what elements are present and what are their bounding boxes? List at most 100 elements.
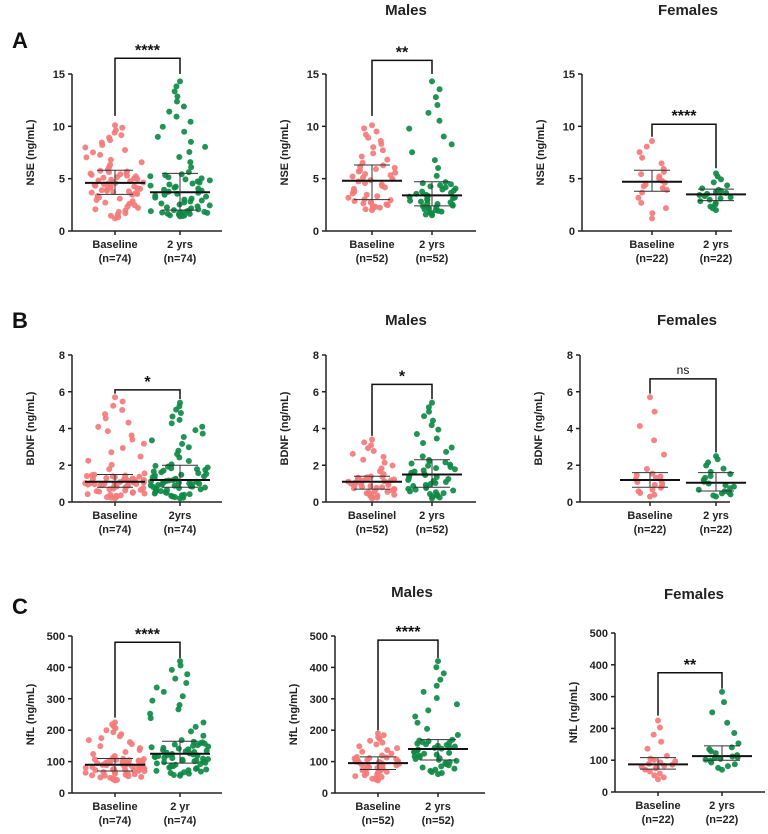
data-point bbox=[453, 701, 460, 708]
data-point bbox=[374, 193, 381, 200]
data-point bbox=[186, 491, 193, 498]
data-point bbox=[636, 149, 643, 156]
data-point bbox=[372, 166, 379, 173]
data-point bbox=[187, 138, 194, 145]
data-point bbox=[201, 208, 208, 215]
data-point bbox=[433, 435, 440, 442]
data-point bbox=[172, 761, 179, 768]
data-point bbox=[709, 709, 716, 716]
data-point bbox=[197, 768, 204, 775]
significance-label: **** bbox=[672, 108, 698, 125]
data-point bbox=[384, 488, 391, 495]
data-point bbox=[176, 154, 183, 161]
category-n-label: (n=22) bbox=[706, 814, 739, 826]
data-point bbox=[376, 204, 383, 211]
data-point bbox=[710, 179, 717, 186]
y-tick-label: 100 bbox=[310, 757, 328, 769]
data-point bbox=[360, 456, 367, 463]
data-point bbox=[98, 139, 105, 146]
y-tick-label: 15 bbox=[307, 69, 319, 81]
data-point bbox=[440, 490, 447, 497]
data-point bbox=[185, 444, 192, 451]
y-tick-label: 6 bbox=[567, 387, 573, 399]
y-tick-label: 400 bbox=[310, 662, 328, 674]
data-point bbox=[410, 483, 417, 490]
y-tick-label: 8 bbox=[567, 350, 573, 362]
data-point bbox=[126, 739, 133, 746]
data-point bbox=[368, 442, 375, 449]
data-point bbox=[136, 473, 143, 480]
y-tick-label: 100 bbox=[47, 757, 65, 769]
y-axis-label: NfL (ng/mL) bbox=[568, 681, 580, 743]
data-point bbox=[351, 198, 358, 205]
data-point bbox=[153, 760, 160, 767]
data-point bbox=[82, 144, 89, 151]
data-point bbox=[119, 445, 126, 452]
data-point bbox=[653, 764, 660, 771]
y-tick-label: 2 bbox=[59, 460, 65, 472]
data-point bbox=[365, 489, 372, 496]
data-point bbox=[389, 462, 396, 469]
category-label: Baseline bbox=[349, 239, 394, 251]
data-point bbox=[724, 763, 731, 770]
data-point bbox=[420, 203, 427, 210]
data-point bbox=[178, 471, 185, 478]
category-n-label: (n=74) bbox=[164, 253, 197, 265]
data-point bbox=[651, 408, 658, 415]
dots-baseline bbox=[345, 122, 399, 214]
data-point bbox=[167, 769, 174, 776]
dots-followup bbox=[696, 170, 734, 214]
y-tick-label: 200 bbox=[590, 723, 608, 735]
data-point bbox=[183, 680, 190, 687]
category-n-label: (n=74) bbox=[164, 815, 197, 827]
category-label: 2 yrs bbox=[703, 239, 729, 251]
data-point bbox=[353, 754, 360, 761]
data-point bbox=[97, 743, 104, 750]
data-point bbox=[695, 486, 702, 493]
data-point bbox=[643, 466, 650, 473]
data-point bbox=[383, 201, 390, 208]
data-point bbox=[422, 482, 429, 489]
data-point bbox=[166, 181, 173, 188]
data-point bbox=[138, 159, 145, 166]
significance-label: ** bbox=[684, 657, 697, 674]
data-point bbox=[642, 181, 649, 188]
data-point bbox=[638, 171, 645, 178]
data-point bbox=[164, 210, 171, 217]
data-point bbox=[152, 462, 159, 469]
data-point bbox=[427, 183, 434, 190]
panel-letter: B bbox=[12, 308, 28, 333]
panel-title: Females bbox=[664, 586, 724, 603]
y-tick-label: 10 bbox=[563, 121, 575, 133]
category-n-label: (n=74) bbox=[164, 524, 197, 536]
data-point bbox=[161, 186, 168, 193]
y-tick-label: 400 bbox=[47, 662, 65, 674]
data-point bbox=[129, 475, 136, 482]
data-point bbox=[419, 453, 426, 460]
data-point bbox=[193, 765, 200, 772]
dots-followup bbox=[147, 399, 211, 502]
data-point bbox=[383, 754, 390, 761]
data-point bbox=[414, 719, 421, 726]
data-point bbox=[651, 437, 658, 444]
data-point bbox=[181, 196, 188, 203]
data-point bbox=[727, 194, 734, 201]
data-point bbox=[193, 757, 200, 764]
panel-4: B 0 2 4 6 8 BDNF (ng/mL) Baseline (n=74) 2yrs (n=7… bbox=[12, 308, 222, 536]
data-point bbox=[712, 750, 719, 757]
data-point bbox=[362, 131, 369, 138]
data-point bbox=[161, 759, 168, 766]
data-point bbox=[203, 766, 210, 773]
y-axis-label: NSE (ng/mL) bbox=[25, 119, 37, 185]
data-point bbox=[378, 773, 385, 780]
data-point bbox=[735, 740, 742, 747]
data-point bbox=[188, 164, 195, 171]
data-point bbox=[172, 675, 179, 682]
data-point bbox=[409, 149, 416, 156]
data-point bbox=[432, 94, 439, 101]
category-n-label: (n=22) bbox=[642, 814, 675, 826]
data-point bbox=[393, 755, 400, 762]
significance-bracket bbox=[114, 641, 181, 718]
data-point bbox=[656, 770, 663, 777]
data-point bbox=[85, 737, 92, 744]
